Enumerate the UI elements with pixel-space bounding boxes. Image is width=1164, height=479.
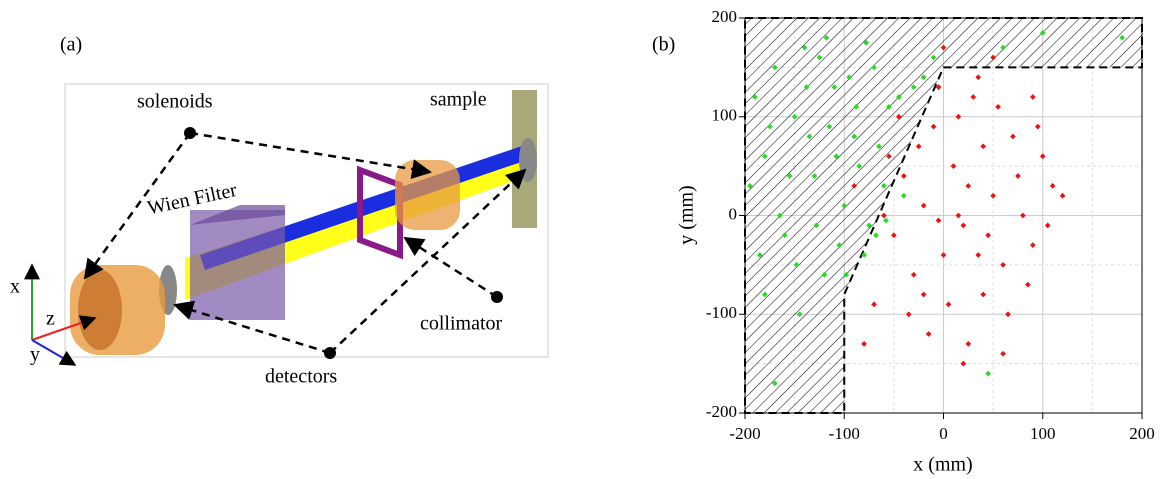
point — [1010, 134, 1016, 140]
point — [980, 292, 986, 298]
point — [1015, 173, 1021, 179]
point — [1035, 124, 1041, 130]
solenoid-bore — [78, 270, 122, 350]
point — [970, 94, 976, 100]
point — [921, 292, 927, 298]
dot — [184, 127, 196, 139]
axis-name: x — [10, 276, 20, 298]
point — [985, 371, 991, 377]
point — [1040, 153, 1046, 159]
point — [990, 193, 996, 199]
point — [965, 183, 971, 189]
point — [873, 232, 879, 238]
dot — [491, 291, 503, 303]
x-axis-label: x (mm) — [913, 454, 972, 476]
point — [946, 302, 952, 308]
dot — [324, 347, 336, 359]
wien-filter — [190, 210, 285, 320]
panel-b: (b) x (mm) y (mm) -200 -100 0 100 200 -200 -10… — [652, 7, 1155, 476]
point — [956, 213, 962, 219]
point — [985, 232, 991, 238]
point — [1030, 94, 1036, 100]
point — [871, 302, 877, 308]
point — [916, 144, 922, 150]
y-tick-label: 200 — [712, 7, 738, 26]
point — [881, 213, 887, 219]
x-tick-label: 100 — [1030, 424, 1056, 443]
point — [1000, 351, 1006, 357]
point — [931, 124, 937, 130]
label: solenoids — [137, 91, 213, 113]
point — [980, 144, 986, 150]
y-tick-label: -100 — [706, 303, 737, 322]
panel-label: (a) — [60, 34, 82, 56]
axis-name: z — [46, 308, 55, 330]
point — [901, 173, 907, 179]
point — [961, 223, 967, 229]
x-tick-label: -200 — [729, 424, 760, 443]
point — [901, 193, 907, 199]
x-tick-label: 0 — [939, 424, 948, 443]
point — [861, 341, 867, 347]
detector — [519, 138, 537, 182]
point — [975, 74, 981, 80]
point — [1000, 262, 1006, 268]
label: collimator — [420, 313, 503, 335]
panel-a: (a) solenoids sample Wien Filter collima… — [10, 34, 548, 388]
y-tick-label: 100 — [712, 106, 738, 125]
point — [926, 331, 932, 337]
point — [995, 104, 1001, 110]
point — [936, 218, 942, 224]
label: sample — [430, 89, 487, 111]
point — [911, 272, 917, 278]
point — [1060, 193, 1066, 199]
point — [883, 218, 889, 224]
point — [1045, 223, 1051, 229]
axis-name: y — [30, 344, 40, 366]
panel-label: (b) — [652, 34, 675, 56]
point — [975, 252, 981, 258]
point — [891, 232, 897, 238]
point — [921, 203, 927, 209]
point — [1025, 282, 1031, 288]
x-tick-label: -100 — [829, 424, 860, 443]
label: detectors — [265, 366, 337, 388]
x-tick-label: 200 — [1129, 424, 1155, 443]
point — [956, 114, 962, 120]
y-axis-label: y (mm) — [676, 185, 698, 244]
point — [951, 163, 957, 169]
figure: (a) solenoids sample Wien Filter collima… — [0, 0, 1164, 479]
y-tick-label: 0 — [729, 204, 738, 223]
point — [1005, 311, 1011, 317]
point — [1050, 183, 1056, 189]
y-tick-label: -200 — [706, 402, 737, 421]
point — [1030, 242, 1036, 248]
point — [1020, 213, 1026, 219]
point — [961, 361, 967, 367]
point — [965, 341, 971, 347]
point — [941, 252, 947, 258]
point — [906, 311, 912, 317]
